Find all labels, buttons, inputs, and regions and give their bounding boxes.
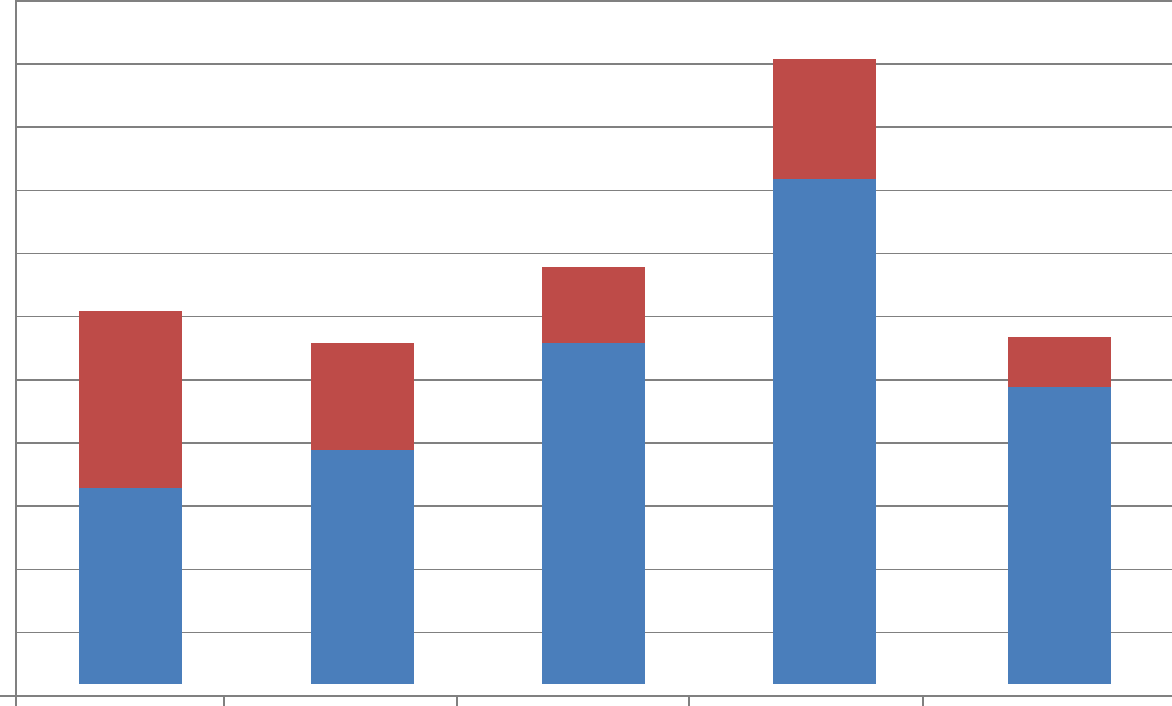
x-axis bbox=[0, 695, 1172, 697]
y-axis bbox=[15, 0, 17, 695]
bar-segment-series-2 bbox=[773, 59, 876, 179]
gridline bbox=[15, 126, 1172, 128]
bar-segment-series-1 bbox=[311, 450, 414, 684]
x-tick bbox=[688, 695, 690, 706]
gridline bbox=[15, 0, 1172, 2]
gridline bbox=[15, 190, 1172, 192]
bar-segment-series-2 bbox=[79, 311, 182, 488]
bar-segment-series-2 bbox=[311, 343, 414, 450]
bar-segment-series-2 bbox=[542, 267, 645, 343]
bar-segment-series-1 bbox=[773, 179, 876, 684]
stacked-bar-chart bbox=[0, 0, 1172, 706]
gridline bbox=[15, 253, 1172, 255]
bar-segment-series-1 bbox=[79, 488, 182, 684]
x-tick bbox=[15, 695, 17, 706]
x-tick bbox=[456, 695, 458, 706]
plot-area bbox=[15, 0, 1172, 695]
bar-segment-series-2 bbox=[1008, 337, 1111, 388]
x-tick bbox=[223, 695, 225, 706]
bar-segment-series-1 bbox=[542, 343, 645, 684]
x-tick bbox=[922, 695, 924, 706]
bar-segment-series-1 bbox=[1008, 387, 1111, 684]
gridline bbox=[15, 63, 1172, 65]
